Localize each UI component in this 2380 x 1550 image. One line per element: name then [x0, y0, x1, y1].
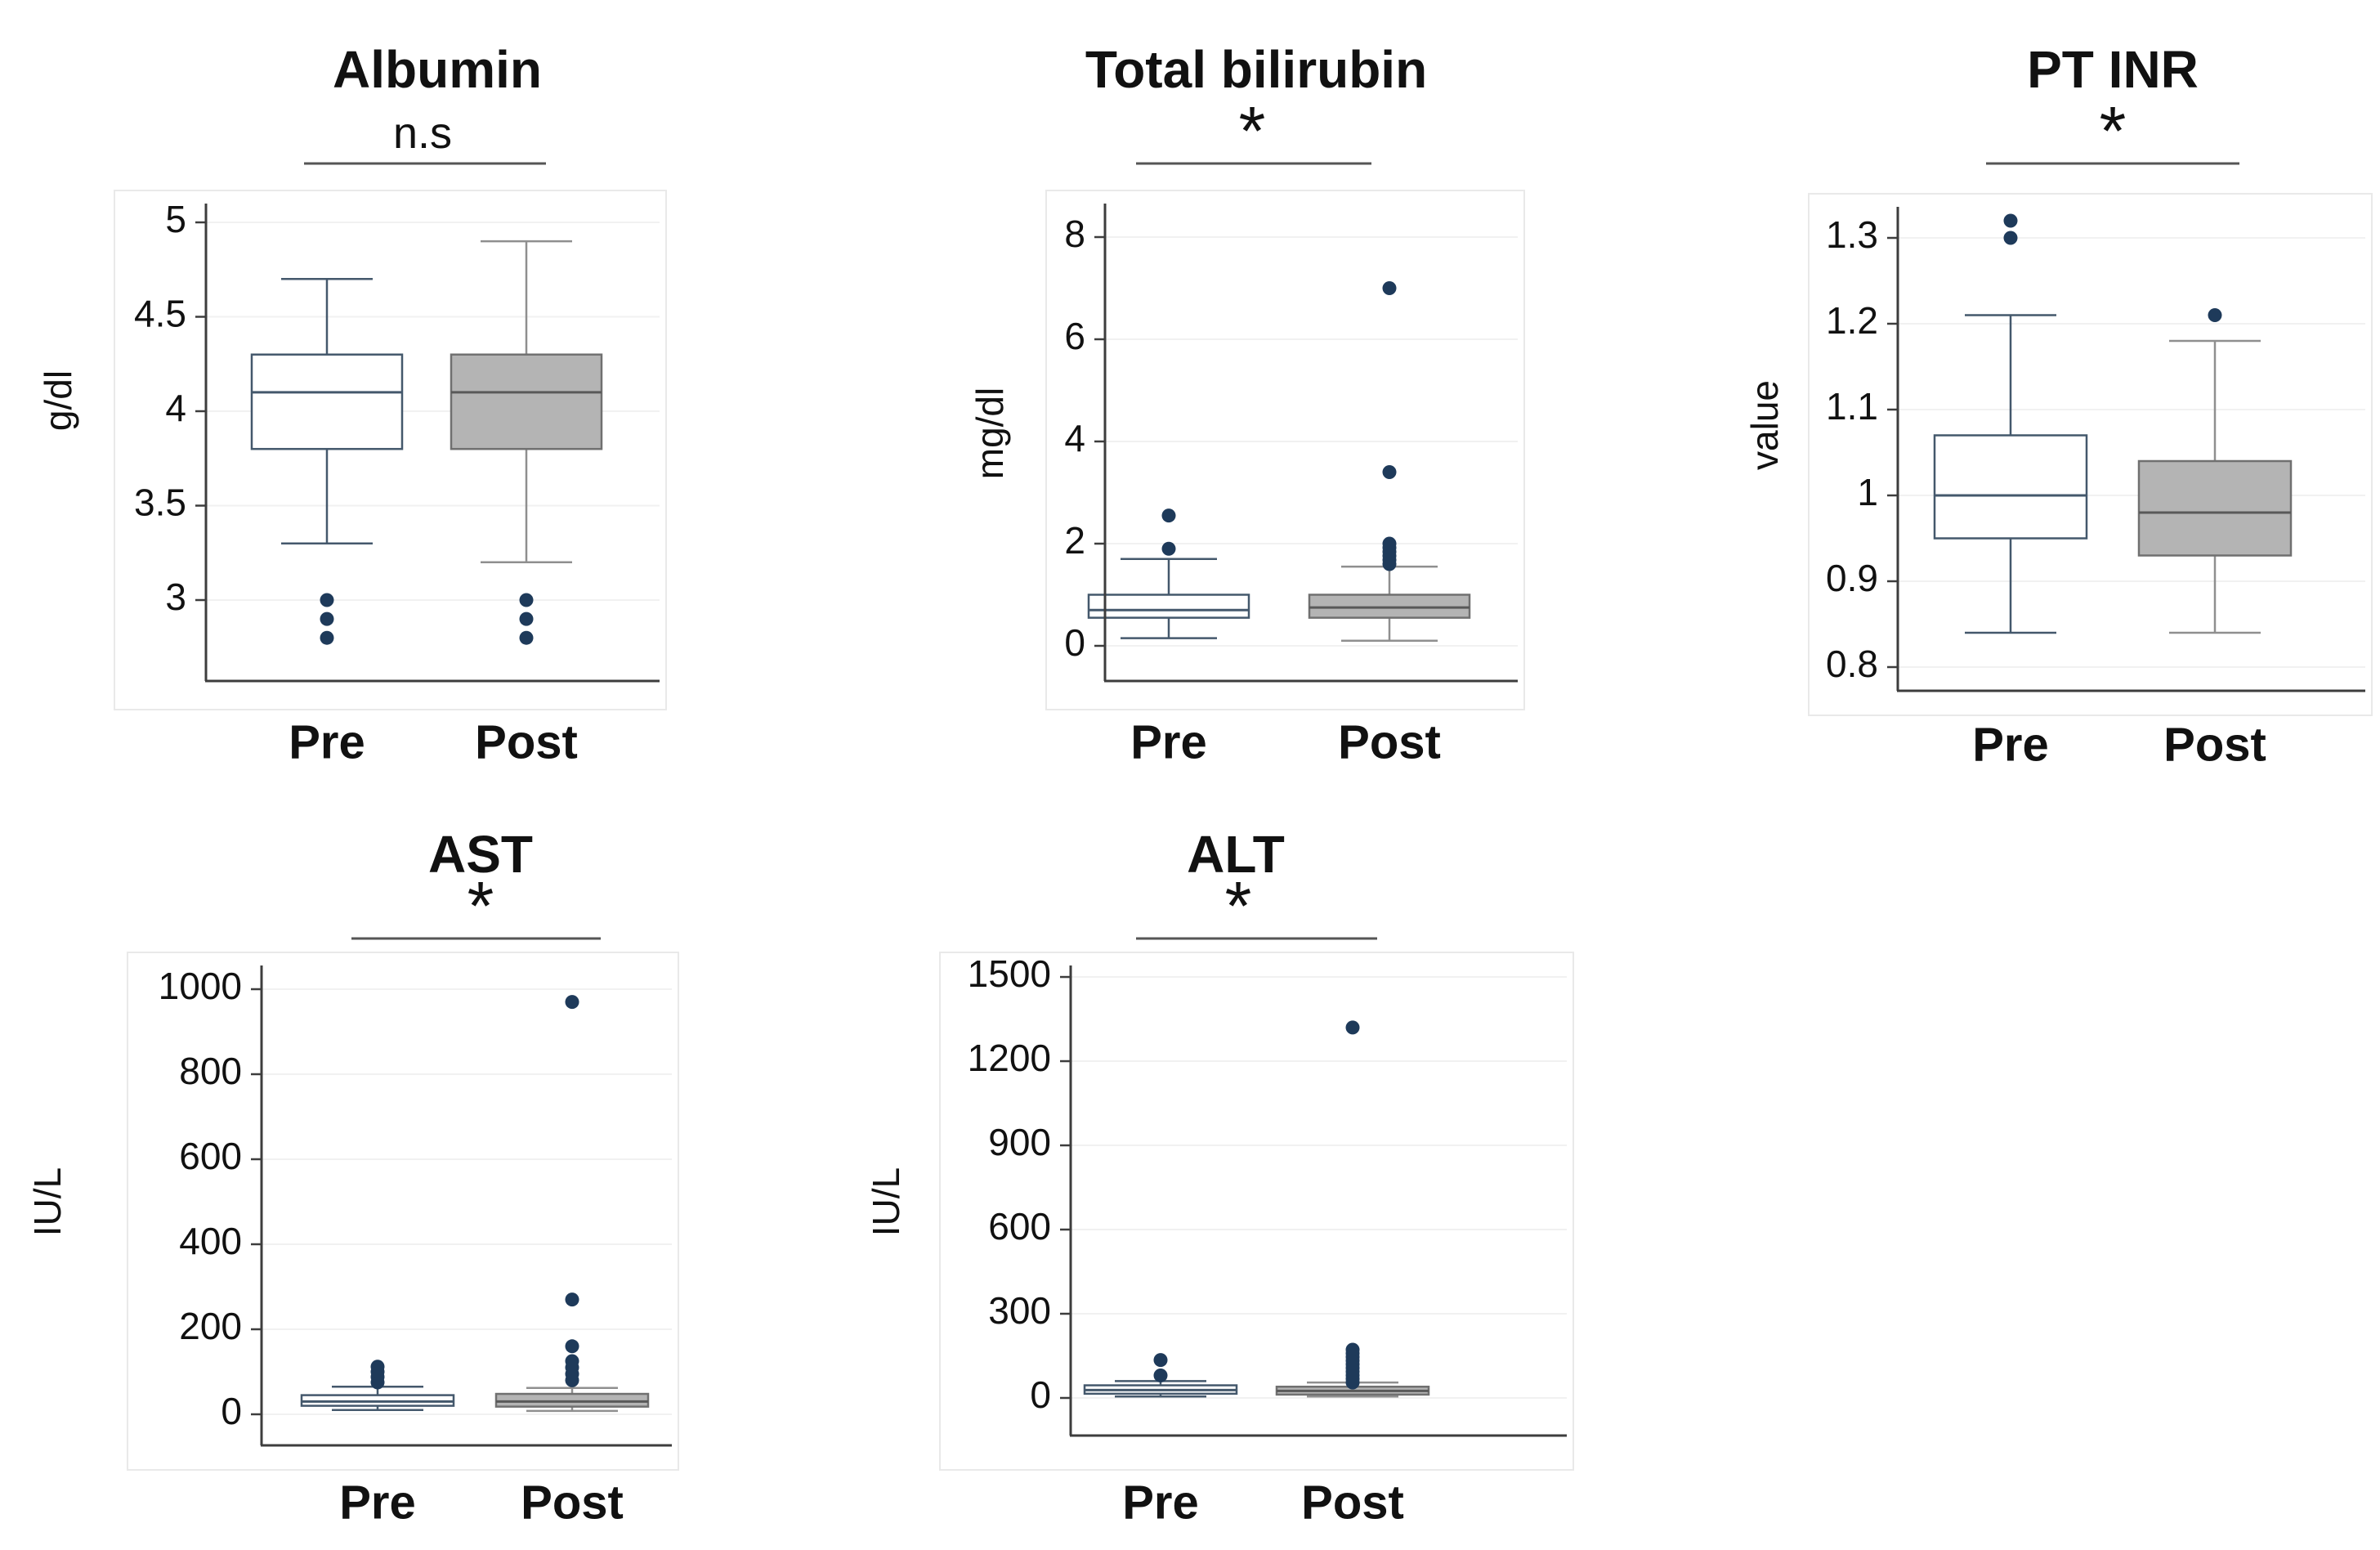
significance-label-pt-inr: * [2099, 92, 2127, 169]
category-label-post: Post [1338, 715, 1441, 768]
outlier-dot [1345, 1342, 1360, 1357]
box-pre [1933, 434, 2088, 540]
chart-title-pt-inr: PT INR [2027, 40, 2199, 99]
category-label-pre: Pre [289, 715, 365, 768]
outlier-dot [519, 630, 534, 645]
outlier-dot [519, 611, 534, 626]
outlier-dot [320, 611, 334, 626]
y-axis-label: mg/dl [969, 388, 1011, 479]
y-tick-label: 0 [1064, 621, 1085, 664]
y-axis-label: IU/L [26, 1167, 69, 1236]
category-label-pre: Pre [1130, 715, 1207, 768]
plot-panel [114, 190, 667, 710]
outlier-dot [565, 1292, 579, 1307]
y-tick-label: 1500 [968, 952, 1051, 995]
outlier-dot [2208, 308, 2222, 322]
outlier-dot [370, 1360, 385, 1374]
outlier-dot [565, 995, 579, 1010]
y-tick-label: 1.3 [1826, 213, 1878, 256]
box-pre [250, 353, 404, 450]
outlier-dot [2003, 213, 2018, 228]
significance-label-albumin: n.s [392, 109, 453, 158]
outlier-dot [320, 593, 334, 607]
category-label-pre: Pre [339, 1476, 416, 1529]
outlier-dot [1382, 281, 1397, 295]
y-tick-label: 900 [988, 1121, 1051, 1163]
y-axis-label: g/dl [37, 370, 79, 431]
box-post [494, 1392, 650, 1408]
chart-title-total-bilirubin: Total bilirubin [1085, 40, 1428, 99]
category-label-post: Post [2163, 718, 2266, 771]
plot-panel [1808, 193, 2373, 716]
y-tick-label: 1000 [159, 965, 242, 1007]
outlier-dot [320, 630, 334, 645]
y-tick-label: 0.9 [1826, 557, 1878, 599]
y-axis-label: IU/L [865, 1167, 907, 1236]
y-axis-label: value [1743, 380, 1786, 470]
plot-panel [939, 952, 1574, 1471]
y-tick-label: 0 [221, 1390, 242, 1432]
y-tick-label: 200 [179, 1305, 242, 1347]
plot-panel [127, 952, 679, 1471]
significance-label-total-bilirubin: * [1238, 92, 1266, 169]
y-tick-label: 800 [179, 1050, 242, 1092]
y-tick-label: 1200 [968, 1037, 1051, 1079]
outlier-dot [565, 1354, 579, 1369]
significance-label-alt: * [1224, 867, 1252, 944]
y-tick-label: 4 [165, 387, 186, 429]
box-post [1308, 594, 1471, 619]
chart-title-albumin: Albumin [333, 40, 542, 99]
box-pre [1087, 594, 1250, 619]
category-label-post: Post [1301, 1476, 1404, 1529]
outlier-dot [1382, 536, 1397, 551]
y-tick-label: 4 [1064, 417, 1085, 459]
outlier-dot [565, 1339, 579, 1354]
chart-title-ast: AST [428, 825, 533, 884]
y-tick-label: 4.5 [134, 293, 186, 335]
y-tick-label: 6 [1064, 315, 1085, 357]
box-post [2137, 459, 2293, 557]
y-tick-label: 600 [179, 1135, 242, 1177]
chart-title-alt: ALT [1187, 825, 1285, 884]
y-tick-label: 1.2 [1826, 299, 1878, 342]
outlier-dot [1161, 508, 1176, 523]
outlier-dot [2003, 231, 2018, 245]
y-tick-label: 600 [988, 1205, 1051, 1248]
y-tick-label: 3.5 [134, 482, 186, 524]
plot-panel [1045, 190, 1525, 710]
y-tick-label: 1.1 [1826, 385, 1878, 428]
y-tick-label: 8 [1064, 213, 1085, 255]
significance-label-ast: * [467, 867, 494, 944]
outlier-dot [1382, 465, 1397, 479]
y-tick-label: 2 [1064, 519, 1085, 562]
category-label-post: Post [475, 715, 578, 768]
outlier-dot [1153, 1353, 1168, 1368]
y-tick-label: 0 [1030, 1373, 1051, 1416]
y-tick-label: 5 [165, 198, 186, 240]
y-tick-label: 1 [1857, 471, 1878, 513]
y-tick-label: 3 [165, 576, 186, 618]
outlier-dot [1161, 541, 1176, 556]
y-tick-label: 0.8 [1826, 643, 1878, 685]
outlier-dot [1153, 1369, 1168, 1383]
outlier-dot [1345, 1020, 1360, 1035]
y-tick-label: 300 [988, 1289, 1051, 1332]
category-label-pre: Pre [1122, 1476, 1199, 1529]
category-label-post: Post [521, 1476, 624, 1529]
box-post [450, 353, 603, 450]
y-tick-label: 400 [179, 1220, 242, 1262]
outlier-dot [519, 593, 534, 607]
category-label-pre: Pre [1972, 718, 2049, 771]
